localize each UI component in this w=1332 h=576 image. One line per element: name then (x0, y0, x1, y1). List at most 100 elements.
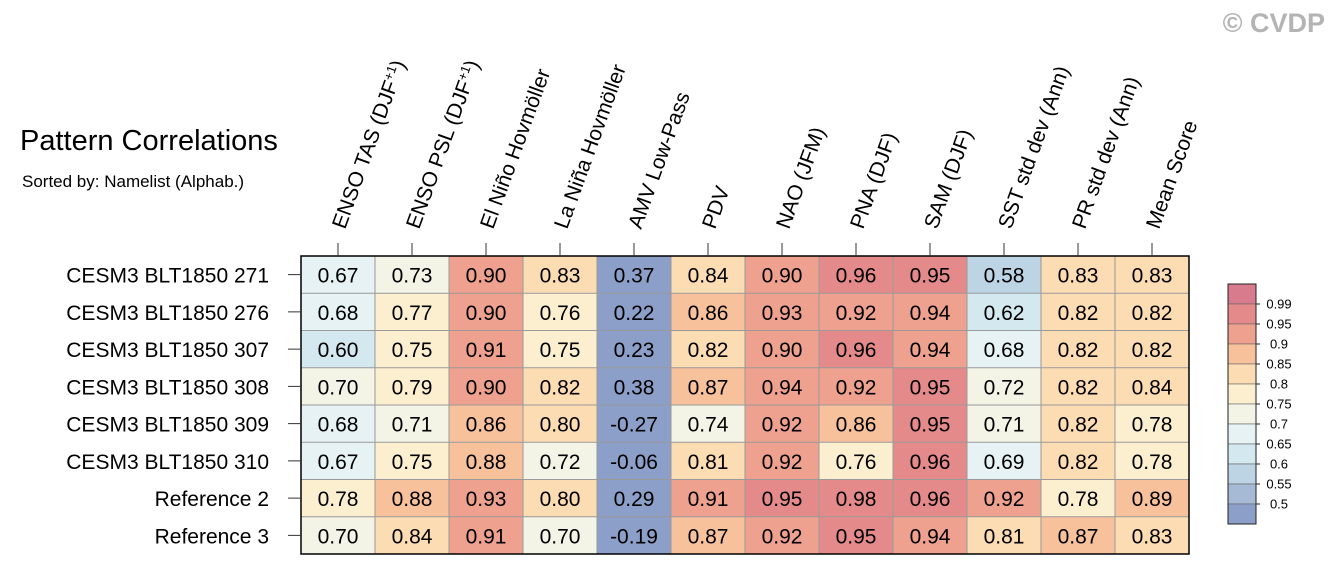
heatmap-cell (893, 293, 967, 331)
cell-value-label: 0.82 (1132, 339, 1173, 362)
column-label: PDV (698, 183, 734, 231)
column-labels: ENSO TAS (DJF+1)ENSO PSL (DJF+1)El Niño … (328, 57, 1202, 256)
cell-value-label: 0.98 (836, 488, 877, 511)
heatmap-cell (1115, 330, 1189, 368)
column-label-superscript: +1 (380, 63, 399, 82)
row-label: Reference 3 (155, 525, 269, 548)
cell-value-label: 0.58 (984, 265, 1025, 288)
heatmap-cell (375, 405, 449, 443)
heatmap-cell (597, 442, 671, 480)
heatmap-cell (1115, 442, 1189, 480)
cell-value-label: 0.95 (910, 265, 951, 288)
heatmap-cell (449, 442, 523, 480)
heatmap-cell (1115, 479, 1189, 517)
grid-layer (300, 255, 1190, 555)
cell-value-label: 0.94 (910, 302, 951, 325)
column-label-text: SAM (DJF) (920, 126, 977, 231)
cell-value-label: 0.71 (984, 414, 1025, 437)
heatmap-cell (1041, 516, 1115, 554)
heatmap-cell (1041, 256, 1115, 294)
column-label: El Niño Hovmöller (476, 66, 555, 232)
heatmap-cell (893, 516, 967, 554)
heatmap-cell (745, 367, 819, 405)
row-label: CESM3 BLT1850 271 (66, 265, 269, 288)
cell-value-label: 0.83 (1132, 265, 1173, 288)
column-label-text: La Niña Hovmöller (550, 62, 631, 232)
chart-title: Pattern Correlations (20, 125, 278, 157)
heatmap-cell (449, 293, 523, 331)
cell-value-label: 0.82 (1058, 339, 1099, 362)
cell-value-label: 0.82 (540, 376, 581, 399)
heatmap-cell (671, 479, 745, 517)
heatmap-cell (597, 516, 671, 554)
colorbar-swatch (1227, 483, 1257, 505)
cell-value-label: 0.37 (614, 265, 655, 288)
heatmap-cell (1041, 367, 1115, 405)
column-label-text: El Niño Hovmöller (476, 66, 555, 232)
heatmap-cell (449, 330, 523, 368)
heatmap-cell (449, 367, 523, 405)
heatmap-cell (523, 367, 597, 405)
row-label: CESM3 BLT1850 276 (66, 302, 269, 325)
cell-value-label: 0.71 (392, 414, 433, 437)
heatmap-cell (449, 479, 523, 517)
row-label: CESM3 BLT1850 307 (66, 339, 269, 362)
cell-value-label: 0.94 (910, 339, 951, 362)
heatmap-cell (1115, 367, 1189, 405)
colorbar: 0.99 0.95 0.9 0.85 0.8 0.75 0.7 0.65 0.6 0.55 0.5 (1227, 283, 1292, 525)
cell-value-label: 0.67 (318, 451, 359, 474)
cell-value-label: 0.89 (1132, 488, 1173, 511)
heatmap-cell (1041, 479, 1115, 517)
heatmap-cell (819, 442, 893, 480)
heatmap-cell (893, 256, 967, 294)
column-label: La Niña Hovmöller (550, 62, 631, 232)
heatmap-border (300, 255, 1190, 555)
heatmap-cell (375, 330, 449, 368)
cell-value-label: 0.77 (392, 302, 433, 325)
cell-value-label: 0.81 (984, 525, 1025, 548)
cell-value-label: 0.96 (836, 265, 877, 288)
heatmap-cell (745, 405, 819, 443)
cell-value-label: 0.60 (318, 339, 359, 362)
cell-value-label: 0.90 (466, 265, 507, 288)
heatmap-cell (671, 442, 745, 480)
colorbar-label: 0.7 (1270, 417, 1288, 432)
heatmap-cell (671, 405, 745, 443)
cell-value-label: 0.80 (540, 414, 581, 437)
heatmap-cell (893, 330, 967, 368)
colorbar-swatch (1227, 463, 1257, 485)
heatmap-cell (1115, 293, 1189, 331)
column-label: PNA (DJF) (846, 130, 902, 232)
column-label-superscript: +1 (454, 63, 473, 82)
cell-value-label: 0.84 (688, 265, 729, 288)
cell-value-label: 0.95 (836, 525, 877, 548)
heatmap-cell (745, 479, 819, 517)
heatmap-cell (523, 516, 597, 554)
heatmap-cell (819, 293, 893, 331)
column-label-text: ENSO TAS (DJF (328, 78, 403, 232)
heatmap-cell (819, 479, 893, 517)
cell-value-label: 0.80 (540, 488, 581, 511)
cell-value-label: 0.38 (614, 376, 655, 399)
cell-value-label: 0.70 (540, 525, 581, 548)
cell-value-label: 0.82 (688, 339, 729, 362)
cell-value-label: 0.87 (1058, 525, 1099, 548)
heatmap-cell (671, 293, 745, 331)
cell-value-label: 0.94 (910, 525, 951, 548)
heatmap-cell (1041, 293, 1115, 331)
heatmap-cell (819, 405, 893, 443)
heatmap-cell (1041, 405, 1115, 443)
heatmap-cell (967, 367, 1041, 405)
heatmap-cell (1115, 516, 1189, 554)
cell-value-label: 0.95 (762, 488, 803, 511)
heatmap-cell (1041, 442, 1115, 480)
heatmap-cell (301, 256, 375, 294)
heatmap-cell (967, 330, 1041, 368)
cell-value-label: 0.72 (540, 451, 581, 474)
cell-value-label: 0.90 (762, 265, 803, 288)
cell-value-label: 0.23 (614, 339, 655, 362)
row-label: CESM3 BLT1850 309 (66, 414, 269, 437)
cell-value-label: 0.69 (984, 451, 1025, 474)
heatmap-cell (745, 330, 819, 368)
cell-value-label: 0.74 (688, 414, 729, 437)
